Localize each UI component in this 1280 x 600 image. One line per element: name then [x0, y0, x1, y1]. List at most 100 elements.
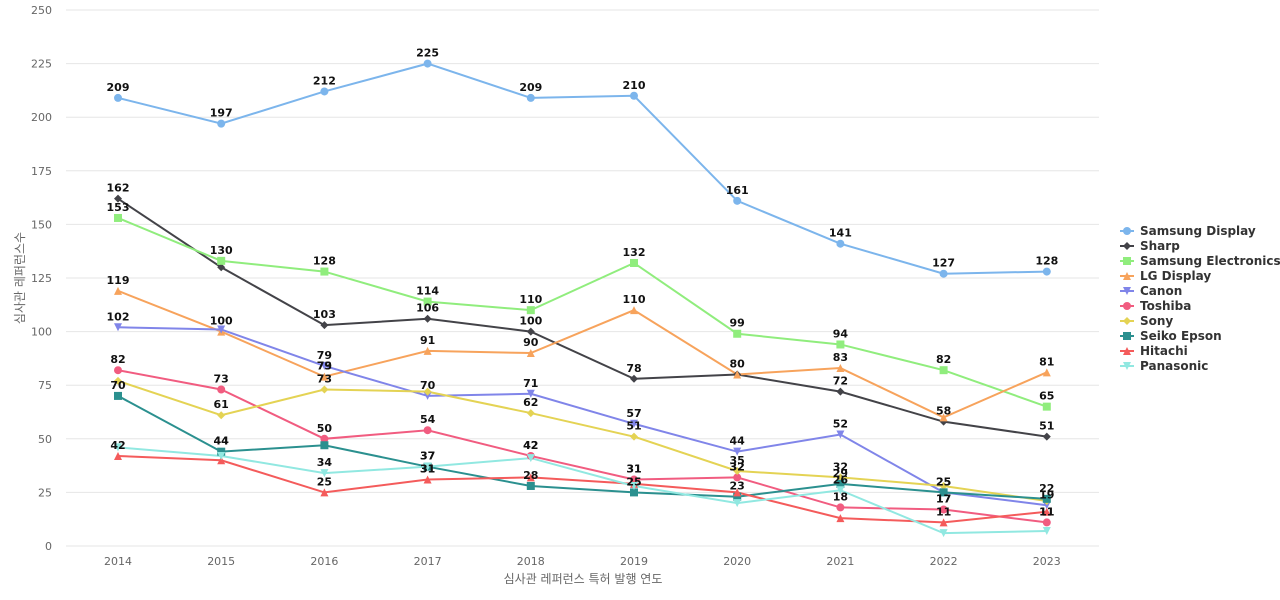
data-point[interactable] [630, 306, 638, 315]
data-point[interactable] [836, 430, 845, 439]
data-point[interactable] [939, 413, 948, 422]
legend-item[interactable]: Hitachi [1120, 344, 1188, 358]
data-point[interactable] [630, 488, 638, 497]
legend-item[interactable]: Sony [1120, 314, 1173, 328]
legend-item[interactable]: Toshiba [1120, 299, 1191, 313]
data-point[interactable] [217, 456, 226, 465]
data-point[interactable] [733, 492, 742, 501]
data-point[interactable] [320, 87, 329, 96]
data-point[interactable] [733, 466, 742, 475]
data-point[interactable] [1042, 368, 1051, 377]
data-point[interactable] [217, 325, 226, 334]
data-point[interactable] [320, 321, 329, 330]
data-point[interactable] [114, 286, 122, 295]
data-point[interactable] [630, 481, 638, 490]
data-point[interactable] [836, 387, 845, 396]
data-point[interactable] [1042, 402, 1051, 411]
data-point[interactable] [1042, 526, 1051, 535]
data-point[interactable] [733, 329, 742, 338]
data-point[interactable] [320, 267, 329, 276]
data-point[interactable] [423, 387, 432, 396]
data-point[interactable] [423, 59, 432, 68]
data-point[interactable] [630, 91, 638, 100]
data-point[interactable] [526, 327, 535, 336]
data-point[interactable] [114, 376, 122, 385]
data-point[interactable] [114, 366, 122, 375]
data-point[interactable] [423, 346, 432, 355]
data-point[interactable] [1042, 432, 1051, 441]
data-point[interactable] [217, 411, 226, 420]
data-point[interactable] [939, 488, 948, 497]
data-point[interactable] [1042, 267, 1051, 276]
data-point[interactable] [836, 340, 845, 349]
data-point[interactable] [217, 385, 226, 394]
data-point[interactable] [836, 473, 845, 482]
data-point[interactable] [423, 314, 432, 323]
data-point[interactable] [836, 479, 845, 488]
data-point[interactable] [526, 389, 535, 398]
legend-item[interactable]: Panasonic [1120, 359, 1208, 373]
data-point[interactable] [526, 481, 535, 490]
data-point[interactable] [630, 374, 638, 383]
data-point[interactable] [320, 361, 329, 370]
legend-item[interactable]: LG Display [1120, 269, 1211, 283]
data-point[interactable] [939, 529, 948, 538]
data-point[interactable] [939, 366, 948, 375]
data-point[interactable] [733, 499, 742, 508]
data-point[interactable] [423, 426, 432, 435]
data-point[interactable] [630, 258, 638, 267]
data-point[interactable] [217, 256, 226, 265]
data-point[interactable] [320, 469, 329, 478]
data-point[interactable] [114, 194, 122, 203]
data-point[interactable] [114, 443, 122, 452]
data-point[interactable] [114, 213, 122, 222]
data-point[interactable] [733, 473, 742, 482]
data-point[interactable] [526, 306, 535, 315]
data-point[interactable] [836, 486, 845, 495]
data-point[interactable] [836, 503, 845, 512]
data-point[interactable] [217, 263, 226, 272]
data-point[interactable] [630, 419, 638, 428]
legend-item[interactable]: Seiko Epson [1120, 329, 1222, 343]
data-point[interactable] [733, 370, 742, 379]
data-point[interactable] [939, 269, 948, 278]
data-point[interactable] [423, 297, 432, 306]
data-point[interactable] [630, 475, 638, 484]
data-point[interactable] [939, 481, 948, 490]
data-point[interactable] [217, 447, 226, 456]
data-point[interactable] [939, 505, 948, 514]
data-point[interactable] [836, 364, 845, 373]
data-point[interactable] [114, 451, 122, 460]
data-point[interactable] [1042, 518, 1051, 527]
data-point[interactable] [1042, 501, 1051, 510]
data-point[interactable] [320, 441, 329, 450]
data-point[interactable] [526, 93, 535, 102]
data-point[interactable] [526, 473, 535, 482]
data-point[interactable] [320, 385, 329, 394]
legend-item[interactable]: Canon [1120, 284, 1182, 298]
data-point[interactable] [733, 196, 742, 205]
data-point[interactable] [836, 239, 845, 248]
data-point[interactable] [526, 454, 535, 463]
data-point[interactable] [423, 462, 432, 471]
legend-item[interactable]: Samsung Display [1120, 224, 1256, 238]
data-point[interactable] [526, 409, 535, 418]
data-point[interactable] [217, 119, 226, 128]
data-point[interactable] [733, 447, 742, 456]
data-point[interactable] [836, 514, 845, 523]
data-point[interactable] [1042, 507, 1051, 516]
data-point[interactable] [630, 432, 638, 441]
legend-item[interactable]: Sharp [1120, 239, 1180, 253]
data-point[interactable] [939, 518, 948, 527]
data-point[interactable] [114, 391, 122, 400]
data-point[interactable] [217, 451, 226, 460]
data-point[interactable] [733, 488, 742, 497]
data-point[interactable] [526, 349, 535, 358]
legend-item[interactable]: Samsung Electronics [1120, 254, 1280, 268]
data-point[interactable] [114, 93, 122, 102]
data-point[interactable] [320, 372, 329, 381]
data-point[interactable] [320, 434, 329, 443]
data-point[interactable] [1042, 494, 1051, 503]
data-point[interactable] [114, 323, 122, 332]
